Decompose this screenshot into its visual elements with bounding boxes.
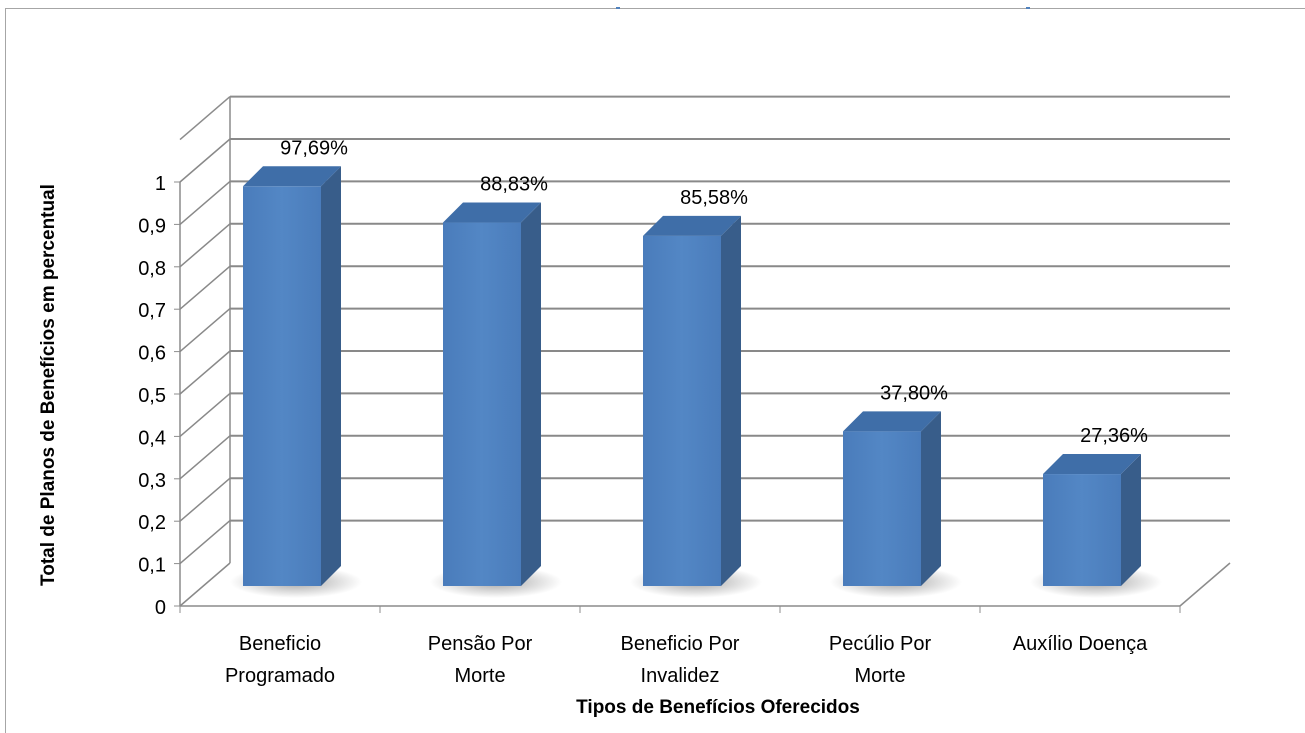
floor-right-edge xyxy=(1179,562,1231,607)
data-label: 85,58% xyxy=(680,187,748,209)
bar-side xyxy=(1121,454,1141,586)
x-tick-label: Morte xyxy=(854,665,905,687)
bar-side xyxy=(321,166,341,586)
y-tick-label: 0,4 xyxy=(138,427,166,449)
data-label: 37,80% xyxy=(880,382,948,404)
gridline-side xyxy=(179,223,231,268)
y-tick-label: 0,1 xyxy=(138,555,166,577)
gridline-side xyxy=(179,350,231,395)
gridline-side xyxy=(179,265,231,310)
x-axis-title: Tipos de Benefícios Oferecidos xyxy=(576,697,860,718)
y-tick-label: 0,3 xyxy=(138,470,166,492)
bar-front xyxy=(243,186,321,586)
cropped-title-fragment xyxy=(606,0,1066,9)
gridline-side xyxy=(179,477,231,522)
y-tick-label: 0,6 xyxy=(138,343,166,365)
side-wall-top-edge xyxy=(179,96,231,141)
bar-top xyxy=(843,411,941,432)
x-tick-label: Beneficio Por xyxy=(621,633,740,655)
bar-side xyxy=(521,202,541,587)
bar xyxy=(830,411,962,598)
y-tick-label: 0,7 xyxy=(138,300,166,322)
bar-side xyxy=(921,411,941,586)
data-label: 97,69% xyxy=(280,137,348,159)
bars xyxy=(230,166,1162,598)
chart-frame xyxy=(5,7,1305,733)
bar-top xyxy=(1043,454,1141,475)
x-tick-label: Auxílio Doença xyxy=(1013,633,1148,655)
gridline-side xyxy=(179,308,231,353)
y-axis-title: Total de Planos de Benefícios em percent… xyxy=(38,184,59,586)
x-tick-label: Beneficio xyxy=(239,633,321,655)
x-axis xyxy=(179,562,1231,613)
y-axis-ticks: 0 0,1 0,2 0,3 0,4 0,5 0,6 0,7 0,8 0,9 1 xyxy=(138,173,180,619)
y-tick-label: 0,8 xyxy=(138,258,166,280)
gridline-side xyxy=(179,562,231,607)
bar-front xyxy=(443,222,521,587)
bar-front xyxy=(1043,474,1121,586)
bar-top xyxy=(643,215,741,236)
x-tick-label: Morte xyxy=(454,665,505,687)
gridline-side xyxy=(179,138,231,183)
bar-side xyxy=(721,215,741,586)
bar xyxy=(430,202,562,598)
bar-front xyxy=(643,235,721,586)
x-axis-tick-labels: Beneficio Programado Pensão Por Morte Benefi… xyxy=(225,633,1148,687)
bar xyxy=(1030,454,1162,598)
data-labels: 97,69% 88,83% 85,58% 37,80% 27,36% xyxy=(280,137,1148,447)
bar-front xyxy=(843,431,921,586)
x-tick-label: Programado xyxy=(225,665,335,687)
y-tick-label: 0,2 xyxy=(138,512,166,534)
y-tick-label: 0,9 xyxy=(138,215,166,237)
x-tick-label: Invalidez xyxy=(641,665,720,687)
data-label: 27,36% xyxy=(1080,425,1148,447)
bar-top xyxy=(243,166,341,187)
data-label: 88,83% xyxy=(480,174,548,196)
x-tick-label: Pecúlio Por xyxy=(829,633,932,655)
x-tick-label: Pensão Por xyxy=(428,633,533,655)
gridline-side xyxy=(179,520,231,565)
gridline-side xyxy=(179,392,231,437)
y-tick-label: 0,5 xyxy=(138,385,166,407)
bar xyxy=(630,215,762,598)
bar xyxy=(230,166,362,598)
gridline-side xyxy=(179,435,231,480)
bar-top xyxy=(443,202,541,223)
gridline-side xyxy=(179,180,231,225)
y-tick-label: 0 xyxy=(155,597,166,619)
y-tick-label: 1 xyxy=(155,173,166,195)
